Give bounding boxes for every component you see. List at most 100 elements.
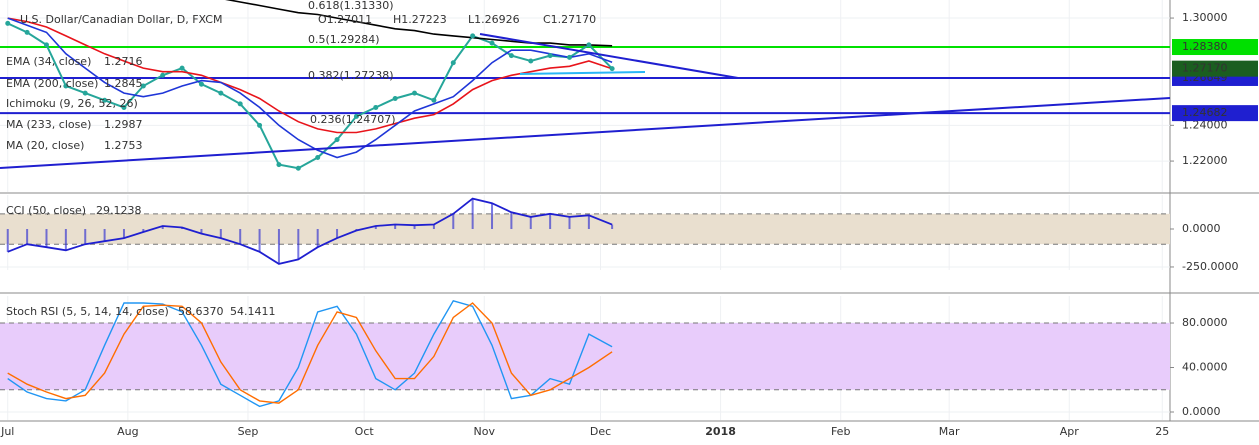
cci-bar (142, 229, 145, 233)
cci-bar (510, 212, 513, 230)
y-tick-label: 0.0000 (1182, 222, 1221, 235)
cci-bar (374, 225, 377, 230)
close-point (218, 90, 224, 96)
close-point (160, 72, 166, 78)
band (0, 213, 1170, 245)
close-point (528, 58, 534, 64)
cci-bar (491, 203, 494, 230)
cci-bar (452, 213, 455, 230)
x-tick-label: Oct (355, 425, 375, 438)
close-point (508, 53, 514, 59)
legend-value: 1.2716 (104, 55, 143, 68)
level-box (1172, 39, 1258, 56)
ohlc-label: C1.27170 (543, 13, 596, 26)
trendline (0, 97, 1171, 169)
cci-bar (239, 229, 242, 245)
close-point (140, 83, 146, 89)
legend-label: EMA (34, close) (6, 55, 91, 68)
trendline (479, 33, 739, 79)
close-point (489, 40, 495, 46)
close-point (179, 65, 185, 71)
cci-bar (258, 229, 261, 252)
cci-bar (611, 224, 614, 230)
x-tick-label: Mar (939, 425, 960, 438)
close-point (470, 33, 476, 39)
fib-label: 0.382(1.27238) (308, 69, 394, 82)
series-line (7, 299, 613, 408)
cci-bar (45, 229, 48, 248)
y-tick-label: 1.24000 (1182, 118, 1228, 131)
legend-value: 29.1238 (96, 204, 142, 217)
cci-bar (471, 198, 474, 230)
close-point (237, 101, 243, 107)
legend-label: Ichimoku (9, 26, 52, 26) (6, 97, 138, 110)
cci-bar (103, 229, 106, 242)
close-point (450, 60, 456, 66)
legend-value: 1.2845 (104, 77, 143, 90)
cci-bar (161, 225, 164, 230)
series-line (7, 22, 613, 170)
close-point (24, 29, 30, 35)
legend-label: EMA (200, close) (6, 77, 98, 90)
legend-value: 1.2753 (104, 139, 143, 152)
y-tick-label: -250.0000 (1182, 260, 1238, 273)
legend-label: Stoch RSI (5, 5, 14, 14, close) (6, 305, 169, 318)
close-point (63, 83, 69, 89)
cci-bar (200, 229, 203, 234)
band (0, 323, 1170, 390)
close-point (276, 162, 282, 168)
x-tick-label: Feb (831, 425, 850, 438)
close-point (431, 97, 437, 103)
price-box (1172, 60, 1258, 77)
cci-bar (413, 225, 416, 230)
level-label: 1.24682 (1182, 106, 1228, 119)
legend-label: MA (233, close) (6, 118, 91, 131)
close-point (198, 81, 204, 87)
legend-value: 58.6370 (178, 305, 224, 318)
cci-bar (549, 213, 552, 230)
legend-label: MA (20, close) (6, 139, 84, 152)
close-point (353, 113, 359, 119)
cci-bar (122, 229, 125, 239)
cci-bar (432, 224, 435, 230)
x-tick-label: 2018 (705, 425, 736, 438)
y-tick-label: 40.0000 (1182, 361, 1228, 374)
close-point (257, 122, 263, 128)
series-line (225, 0, 613, 47)
plot (0, 0, 1170, 420)
level-box (1172, 105, 1258, 122)
fib-label: 0.5(1.29284) (308, 33, 380, 46)
x-tick-label: Jul (0, 425, 14, 438)
cci-bar (277, 229, 280, 264)
price-label: 1.27170 (1182, 62, 1228, 75)
series-line (7, 17, 613, 134)
cci-bar (219, 229, 222, 239)
close-point (373, 104, 379, 110)
cci-bar (26, 229, 29, 245)
cci-bar (64, 229, 67, 251)
trendline (519, 71, 646, 75)
series-line (7, 197, 613, 265)
cci-bar (84, 229, 87, 245)
x-tick-label: Sep (238, 425, 259, 438)
y-tick-label: 0.0000 (1182, 405, 1221, 418)
close-point (586, 42, 592, 48)
chart-title: U.S. Dollar/Canadian Dollar, D, FXCM (20, 13, 222, 26)
cci-bar (568, 216, 571, 230)
cci-bar (529, 216, 532, 230)
x-tick-label: Aug (117, 425, 138, 438)
cci-bar (316, 229, 319, 248)
legend-value: 54.1411 (230, 305, 276, 318)
fib-label: 0.618(1.31330) (308, 0, 394, 12)
level-label: 1.28380 (1182, 40, 1228, 53)
close-point (5, 20, 11, 26)
x-tick-label: 25 (1155, 425, 1169, 438)
legend-value: 1.2987 (104, 118, 143, 131)
close-point (547, 53, 553, 59)
x-tick-label: Apr (1060, 425, 1080, 438)
series-line (7, 302, 613, 404)
legend-label: CCI (50, close) (6, 204, 86, 217)
close-point (82, 90, 88, 96)
ohlc-label: H1.27223 (393, 13, 447, 26)
